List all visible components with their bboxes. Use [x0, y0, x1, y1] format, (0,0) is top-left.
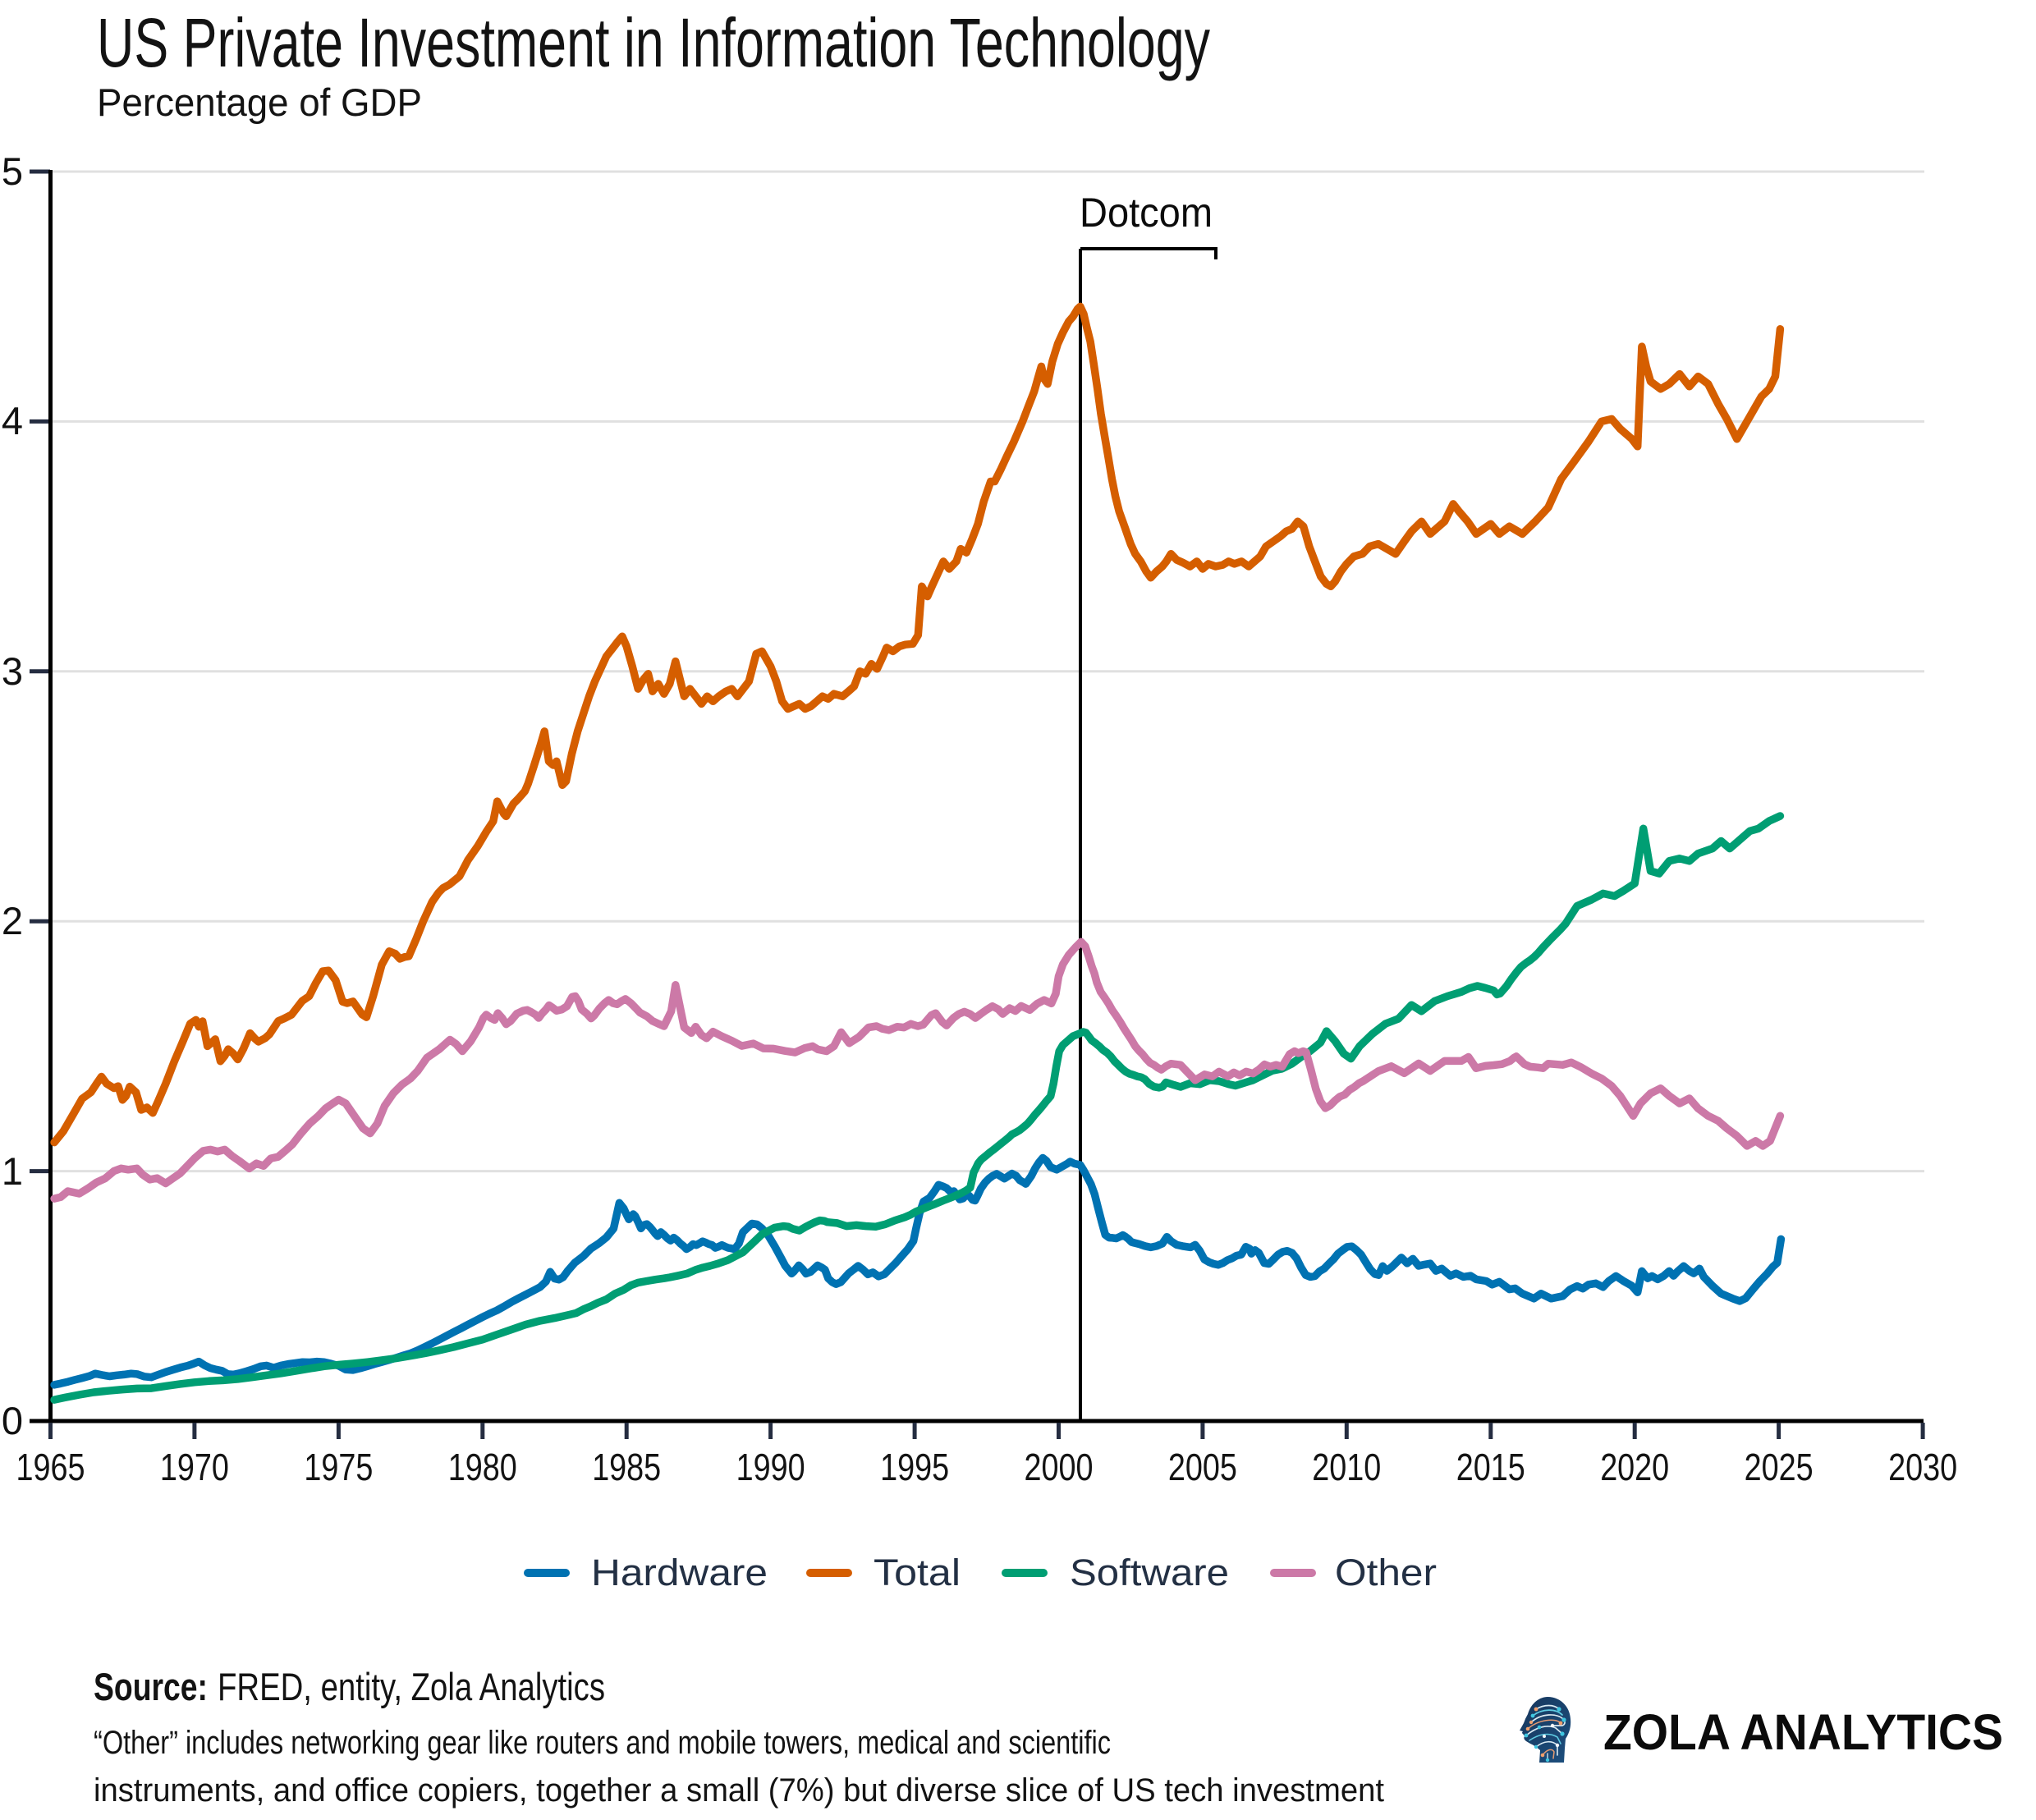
svg-text:2000: 2000 [1025, 1446, 1094, 1488]
svg-text:2005: 2005 [1168, 1446, 1237, 1488]
svg-text:Percentage of GDP: Percentage of GDP [97, 80, 422, 124]
svg-text:4: 4 [2, 399, 23, 442]
svg-text:2: 2 [2, 899, 23, 942]
svg-text:“Other” includes networking ge: “Other” includes networking gear like ro… [94, 1725, 1111, 1761]
svg-text:2030: 2030 [1888, 1446, 1957, 1488]
svg-text:Total: Total [874, 1552, 961, 1593]
svg-text:2020: 2020 [1600, 1446, 1669, 1488]
svg-text:2010: 2010 [1312, 1446, 1381, 1488]
svg-text:Other: Other [1335, 1552, 1437, 1593]
svg-text:ZOLA ANALYTICS: ZOLA ANALYTICS [1603, 1704, 2003, 1760]
svg-text:Source:: Source: [94, 1665, 208, 1708]
svg-text:0: 0 [2, 1399, 23, 1442]
svg-text:1970: 1970 [160, 1446, 229, 1488]
svg-text:1985: 1985 [592, 1446, 661, 1488]
svg-text:Software: Software [1070, 1552, 1229, 1593]
svg-text:2025: 2025 [1745, 1446, 1814, 1488]
svg-text:FRED, entity, Zola Analytics: FRED, entity, Zola Analytics [218, 1665, 605, 1708]
svg-text:Dotcom: Dotcom [1080, 190, 1213, 236]
svg-text:5: 5 [2, 149, 23, 193]
svg-text:1: 1 [2, 1149, 23, 1193]
svg-text:1975: 1975 [304, 1446, 373, 1488]
svg-text:Hardware: Hardware [591, 1552, 768, 1593]
svg-text:instruments, and office copier: instruments, and office copiers, togethe… [94, 1772, 1384, 1809]
svg-text:2015: 2015 [1456, 1446, 1525, 1488]
svg-text:US Private Investment in Infor: US Private Investment in Information Tec… [97, 4, 1210, 81]
svg-text:3: 3 [2, 649, 23, 693]
svg-text:1980: 1980 [448, 1446, 517, 1488]
svg-text:1995: 1995 [880, 1446, 949, 1488]
svg-text:1965: 1965 [16, 1446, 85, 1488]
svg-text:1990: 1990 [736, 1446, 805, 1488]
